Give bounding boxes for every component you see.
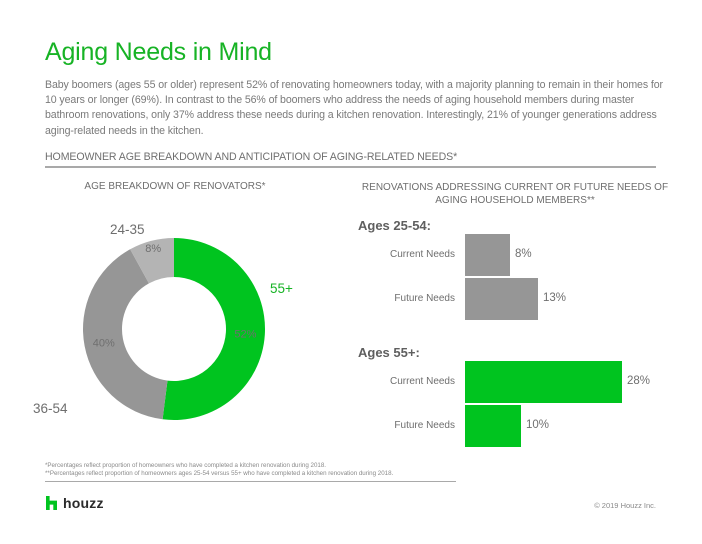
footnote-2: **Percentages reflect proportion of home…: [45, 470, 394, 477]
bar-group-label: Ages 55+:: [358, 345, 420, 360]
houzz-h-icon: [46, 496, 57, 510]
donut-chart: 52% 55+ 40% 36-54 8%24-35: [33, 222, 293, 420]
bar: [465, 234, 510, 276]
footnote-1: *Percentages reflect proportion of homeo…: [45, 462, 327, 469]
houzz-logo-text: houzz: [63, 495, 104, 511]
donut-category-label: 55+: [270, 281, 293, 296]
intro-paragraph: Baby boomers (ages 55 or older) represen…: [45, 79, 663, 137]
bar: [465, 361, 622, 403]
bar-group-label: Ages 25-54:: [358, 218, 431, 233]
donut-value-label: 8%: [145, 243, 161, 255]
bar-value-label: 28%: [627, 375, 651, 387]
page-title: Aging Needs in Mind: [45, 38, 272, 66]
copyright: © 2019 Houzz Inc.: [594, 501, 656, 510]
bar-category-label: Current Needs: [389, 249, 455, 260]
donut-segment-55plus: [162, 238, 265, 420]
bar-category-label: Future Needs: [394, 293, 455, 304]
bar: [465, 405, 521, 447]
bar-value-label: 8%: [515, 248, 532, 260]
houzz-logo: houzz: [46, 495, 104, 511]
donut-chart-title: AGE BREAKDOWN OF RENOVATORS*: [84, 181, 266, 192]
donut-segment-24-35: [130, 238, 174, 284]
donut-value-label: 40%: [93, 337, 115, 349]
donut-category-label: 36-54: [33, 401, 68, 416]
bar-category-label: Current Needs: [389, 376, 455, 387]
donut-segment-36-54: [82, 249, 168, 420]
bar-chart-title: RENOVATIONS ADDRESSING CURRENT OR FUTURE…: [361, 182, 669, 206]
footer-divider: [45, 481, 456, 482]
bar-category-label: Future Needs: [394, 420, 455, 431]
bar: [465, 278, 538, 320]
bar-value-label: 10%: [526, 419, 550, 431]
bar-value-label: 13%: [543, 292, 567, 304]
section-heading: HOMEOWNER AGE BREAKDOWN AND ANTICIPATION…: [45, 151, 458, 163]
section-divider: [45, 166, 656, 168]
donut-category-label: 24-35: [110, 222, 145, 237]
donut-value-label: 52%: [234, 328, 256, 340]
